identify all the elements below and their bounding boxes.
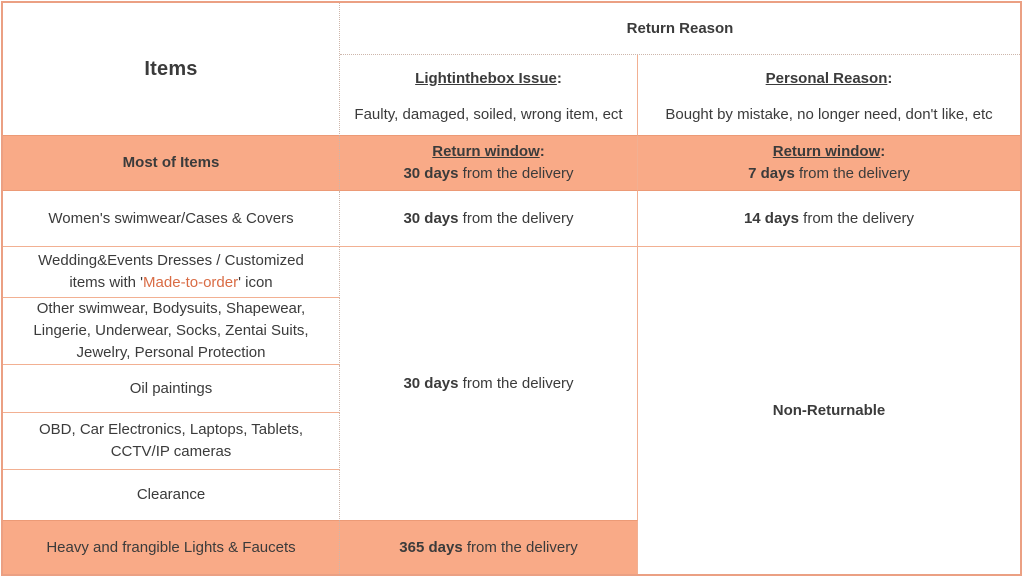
row-most-of-items-personal-cell: Return window: 7 days from the delivery [638,136,1020,191]
personal-return-window-colon: : [880,143,886,161]
issue-duration: 30 days [403,165,459,182]
personal-column-header: Personal Reason: Bought by mistake, no l… [638,55,1020,136]
row-swimwear-cases-label: Women's swimwear/Cases & Covers [3,191,340,247]
heavy-issue-suffix: from the delivery [462,538,578,556]
issue-return-window-value: 30 days from the delivery [403,163,573,185]
wedding-post-text: ' icon [238,274,273,291]
row-swimwear-cases-issue-cell: 30 days from the delivery [340,191,638,247]
group-issue-value: 30 days from the delivery [403,373,573,395]
non-returnable-text: Non-Returnable [772,401,886,419]
personal-title-text: Personal Reason [765,70,888,87]
group-issue-suffix: from the delivery [458,374,574,392]
issue-return-window-line: Return window: [432,141,545,163]
clearance-text: Clearance [136,486,206,504]
row-wedding-dresses-label: Wedding&Events Dresses / Customized item… [3,247,340,298]
issue-title-text: Lightinthebox Issue [415,70,557,87]
items-header-label: Items [144,57,198,80]
issue-duration-suffix: from the delivery [458,165,574,182]
heavy-issue-value: 365 days from the delivery [399,537,577,559]
items-column-header: Items [3,3,340,136]
swimwear-issue-suffix: from the delivery [458,209,574,227]
swimwear-personal-suffix: from the delivery [799,209,915,227]
group-issue-cell: 30 days from the delivery [340,247,638,521]
swimwear-personal-value: 14 days from the delivery [744,208,914,230]
row-heavy-frangible-label: Heavy and frangible Lights & Faucets [3,521,340,574]
issue-title-line: :Lightinthebox Issue: [415,68,562,90]
issue-return-window-colon: : [539,143,545,161]
personal-colon: : [887,70,893,87]
return-reason-header: Return Reason [340,3,1020,55]
heavy-issue-duration: 365 days [399,538,463,556]
issue-return-window-title: Return window [432,143,540,161]
row-heavy-frangible-issue-cell: 365 days from the delivery [340,521,638,574]
personal-duration: 7 days [748,165,795,182]
electronics-text: OBD, Car Electronics, Laptops, Tablets, … [38,421,303,460]
personal-title-line: Personal Reason: [766,68,893,90]
row-most-of-items-issue-cell: Return window: 30 days from the delivery [340,136,638,191]
other-intimates-text: Other swimwear, Bodysuits, Shapewear, Li… [33,300,309,361]
row-swimwear-cases-personal-cell: 14 days from the delivery [638,191,1020,247]
oil-paintings-text: Oil paintings [129,379,213,397]
wedding-dresses-text: Wedding&Events Dresses / Customized item… [21,250,321,294]
personal-description: Bought by mistake, no longer need, don't… [665,106,993,124]
row-oil-paintings-label: Oil paintings [3,365,340,413]
personal-return-window-value: 7 days from the delivery [748,163,910,185]
issue-description: Faulty, damaged, soiled, wrong item, ect [354,106,623,124]
row-other-intimates-label: Other swimwear, Bodysuits, Shapewear, Li… [3,298,340,365]
personal-return-window-line: Return window: [773,141,886,163]
row-electronics-label: OBD, Car Electronics, Laptops, Tablets, … [3,413,340,470]
row-most-of-items-label: Most of Items [3,136,340,191]
group-issue-duration: 30 days [403,374,459,392]
issue-colon: : [556,70,562,87]
issue-column-header: :Lightinthebox Issue: Faulty, damaged, s… [340,55,638,136]
swimwear-issue-duration: 30 days [403,209,459,227]
personal-return-window-title: Return window [772,143,881,161]
made-to-order-text: Made-to-order [143,274,239,291]
swimwear-personal-duration: 14 days [743,209,799,227]
wedding-pre-text: Wedding&Events Dresses / Customized item… [38,252,304,291]
non-returnable-cell: Non-Returnable [638,247,1020,574]
personal-duration-suffix: from the delivery [794,165,910,182]
swimwear-cases-text: Women's swimwear/Cases & Covers [48,209,294,227]
swimwear-issue-value: 30 days from the delivery [403,208,573,230]
most-of-items-text: Most of Items [122,154,220,172]
row-clearance-label: Clearance [3,470,340,521]
return-reason-label: Return Reason [626,19,734,37]
heavy-frangible-text: Heavy and frangible Lights & Faucets [46,538,296,556]
